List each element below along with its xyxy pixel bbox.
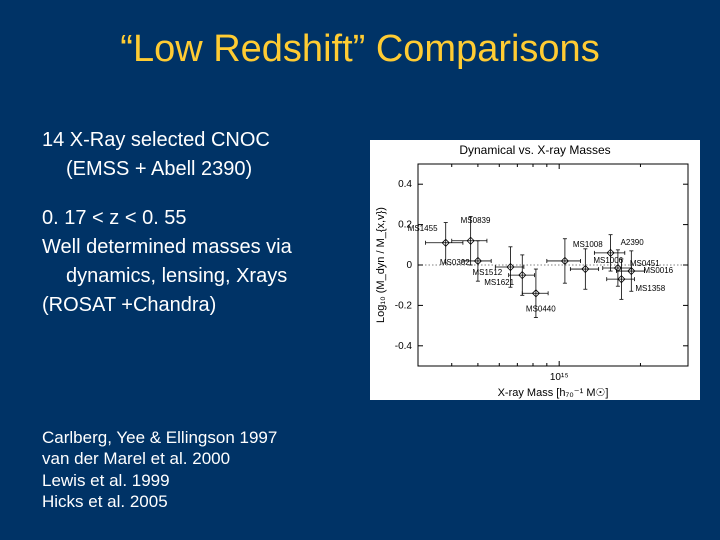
line-2: (EMSS + Abell 2390) (42, 157, 372, 182)
scatter-chart: Dynamical vs. X-ray Masses-0.4-0.200.20.… (370, 140, 700, 400)
ref-2: van der Marel et al. 2000 (42, 448, 277, 469)
svg-text:MS1455: MS1455 (408, 224, 438, 233)
svg-text:X-ray Mass [h₇₀⁻¹ M☉]: X-ray Mass [h₇₀⁻¹ M☉] (498, 387, 609, 399)
svg-text:-0.2: -0.2 (395, 300, 413, 311)
svg-text:MS0302: MS0302 (440, 258, 470, 267)
ref-3: Lewis et al. 1999 (42, 470, 277, 491)
body-text: 14 X-Ray selected CNOC (EMSS + Abell 239… (42, 128, 372, 322)
slide-title: “Low Redshift” Comparisons (0, 0, 720, 71)
svg-text:-0.4: -0.4 (395, 341, 413, 352)
svg-text:MS1358: MS1358 (635, 284, 665, 293)
line-3: 0. 17 < z < 0. 55 (42, 206, 372, 231)
line-4: Well determined masses via (42, 235, 372, 260)
svg-text:0.4: 0.4 (398, 179, 412, 190)
line-6: (ROSAT +Chandra) (42, 293, 372, 318)
svg-text:MS1512: MS1512 (472, 268, 502, 277)
svg-text:Log₁₀ (M_dyn / M_{x,v}): Log₁₀ (M_dyn / M_{x,v}) (375, 207, 387, 323)
svg-text:Dynamical vs. X-ray Masses: Dynamical vs. X-ray Masses (459, 143, 610, 157)
references: Carlberg, Yee & Ellingson 1997 van der M… (42, 427, 277, 512)
svg-text:MS1621: MS1621 (484, 278, 514, 287)
svg-text:MS0016: MS0016 (643, 266, 673, 275)
line-1: 14 X-Ray selected CNOC (42, 128, 372, 153)
line-5: dynamics, lensing, Xrays (42, 264, 372, 289)
svg-text:A2390: A2390 (621, 238, 645, 247)
svg-text:MS1006: MS1006 (593, 256, 623, 265)
ref-1: Carlberg, Yee & Ellingson 1997 (42, 427, 277, 448)
svg-text:10¹⁵: 10¹⁵ (550, 372, 569, 383)
ref-4: Hicks et al. 2005 (42, 491, 277, 512)
svg-text:MS0839: MS0839 (461, 216, 491, 225)
svg-text:0: 0 (406, 260, 412, 271)
svg-text:MS1008: MS1008 (573, 240, 603, 249)
svg-text:MS0440: MS0440 (526, 304, 556, 313)
